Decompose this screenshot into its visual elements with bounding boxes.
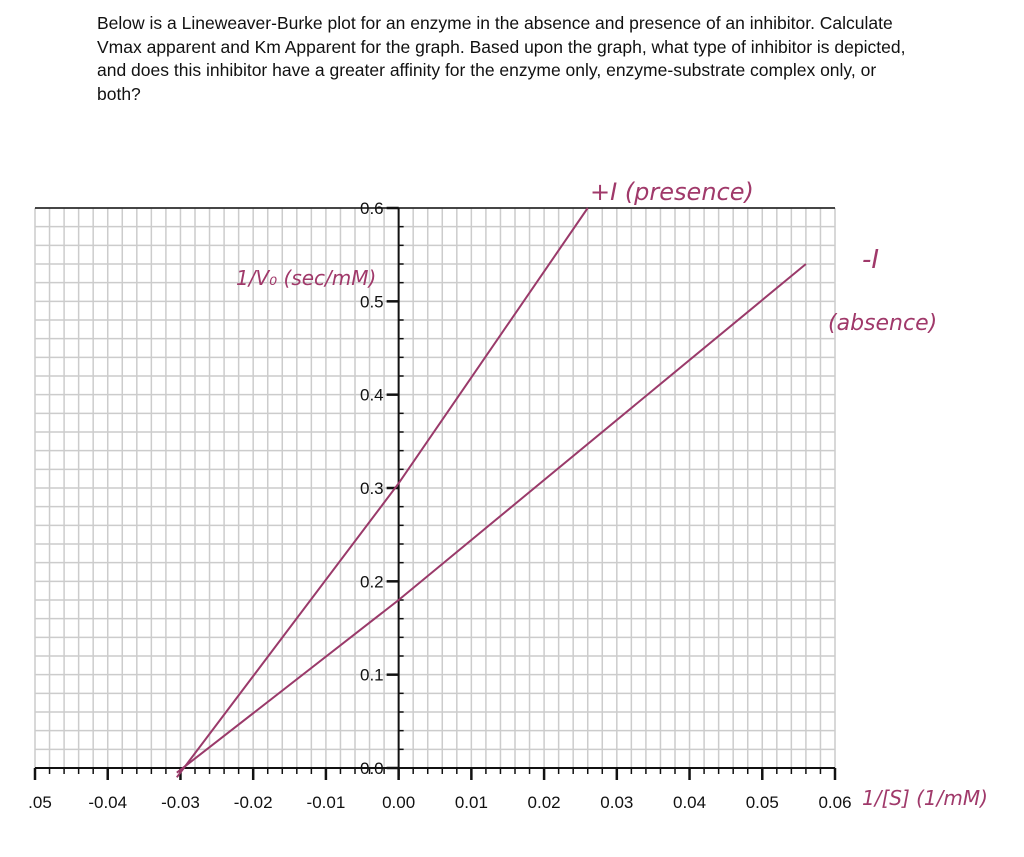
annotation-y-label: 1/V₀ (sec/mM) (236, 266, 376, 290)
annotation-absence-sign: -I (862, 245, 879, 275)
x-tick-label: .05 (28, 793, 52, 812)
x-tick-label: 0.04 (673, 793, 706, 812)
axes (33, 206, 837, 780)
series-line-presence (176, 207, 589, 778)
question-text: Below is a Lineweaver-Burke plot for an … (97, 13, 906, 104)
series-line-absence (176, 263, 807, 774)
y-tick-label: 0.2 (360, 572, 384, 591)
x-tick-label: 0.03 (600, 793, 633, 812)
y-tick-label: 0.4 (360, 386, 384, 405)
x-tick-label: 0.05 (746, 793, 779, 812)
x-tick-label: 0.00 (382, 793, 415, 812)
y-tick-label: 0.0 (360, 759, 384, 778)
y-tick-label: 0.1 (360, 666, 384, 685)
series-lines (176, 207, 807, 778)
x-tick-label: -0.03 (161, 793, 200, 812)
y-tick-label: 0.3 (360, 479, 384, 498)
x-tick-label: -0.04 (88, 793, 127, 812)
x-tick-label: -0.02 (234, 793, 273, 812)
grid (34, 207, 836, 769)
tick-labels: .05 -0.04 -0.03 -0.02 -0.01 0.00 0.01 0.02 0.03 0… (28, 199, 851, 812)
x-tick-label: 0.01 (455, 793, 488, 812)
x-tick-label: -0.01 (307, 793, 346, 812)
annotation-x-label: 1/[S] (1/mM) (862, 786, 988, 810)
annotation-presence: +I (presence) (590, 178, 754, 206)
y-tick-label: 0.5 (360, 292, 384, 311)
y-tick-label: 0.6 (360, 199, 384, 218)
x-tick-label: 0.02 (528, 793, 561, 812)
annotation-absence: (absence) (828, 311, 937, 336)
x-tick-label: 0.06 (818, 793, 851, 812)
